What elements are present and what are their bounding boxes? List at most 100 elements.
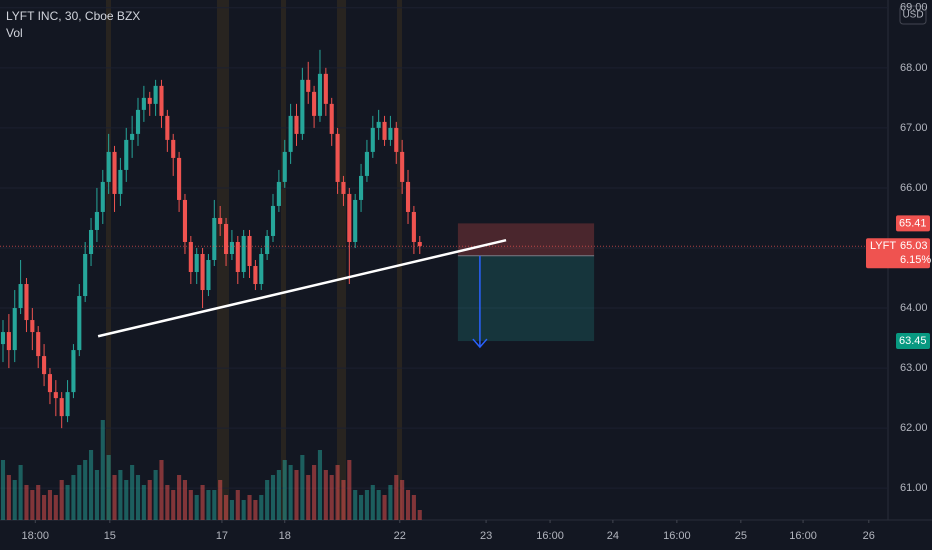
x-tick-label: 24 xyxy=(607,530,619,542)
candle-body xyxy=(223,223,229,254)
candle-body xyxy=(253,266,258,285)
volume-bar xyxy=(347,460,352,520)
volume-bar xyxy=(282,460,287,520)
candle-body xyxy=(288,115,293,152)
candle-body xyxy=(188,241,193,273)
volume-bar xyxy=(0,460,6,520)
candle-body xyxy=(259,253,264,285)
candle-body xyxy=(12,308,17,351)
volume-bar xyxy=(270,475,276,520)
candle-body xyxy=(18,284,23,309)
volume-bar xyxy=(42,495,47,520)
x-tick-label: 15 xyxy=(104,530,116,542)
y-tick-label: 61.00 xyxy=(900,482,928,494)
volume-bar xyxy=(106,455,111,520)
volume-bar xyxy=(323,470,328,520)
volume-bar xyxy=(65,485,70,520)
volume-bar xyxy=(388,485,393,520)
candle-body xyxy=(323,73,328,104)
candle-body xyxy=(177,157,182,200)
volume-bar xyxy=(182,480,188,520)
volume-bar xyxy=(36,485,41,520)
candle-body xyxy=(106,151,111,182)
volume-bar xyxy=(382,495,387,520)
candle-body xyxy=(182,199,188,242)
candle-body xyxy=(65,392,70,417)
volume-bar xyxy=(159,460,164,520)
change-label: 6.15% xyxy=(900,254,931,266)
volume-bar xyxy=(229,500,234,520)
volume-bar xyxy=(30,490,35,520)
candle-body xyxy=(364,151,369,176)
price-tag xyxy=(896,215,930,232)
volume-bar xyxy=(317,450,323,520)
session-bands xyxy=(106,0,402,520)
volume-bar xyxy=(206,490,211,520)
candle-body xyxy=(112,151,117,194)
x-tick-label: 18 xyxy=(279,530,291,542)
volume-bar xyxy=(417,510,422,520)
candle-body xyxy=(329,103,334,134)
y-tick-label: 64.00 xyxy=(900,302,928,314)
volume-bar xyxy=(235,490,240,520)
session-band xyxy=(106,0,111,520)
candle-body xyxy=(382,121,387,140)
candle-body xyxy=(370,127,375,152)
candle-body xyxy=(83,253,88,297)
volume-label: Vol xyxy=(6,26,23,40)
candle-body xyxy=(212,217,217,260)
currency[interactable]: USD xyxy=(902,10,923,21)
volume-bar xyxy=(411,495,416,520)
volume-bar xyxy=(177,475,182,520)
candle-body xyxy=(376,121,381,128)
candle-body xyxy=(88,229,94,254)
volume-bar xyxy=(200,485,205,520)
volume-bar xyxy=(71,475,76,520)
candle-body xyxy=(400,151,405,182)
candle-body xyxy=(71,350,76,393)
x-tick-label: 23 xyxy=(480,530,492,542)
volume-bar xyxy=(194,495,199,520)
candle-body xyxy=(241,235,246,273)
volume-bar xyxy=(276,470,281,520)
candle-body xyxy=(42,356,47,375)
volume-bar xyxy=(112,475,117,520)
volume-bar xyxy=(259,495,264,520)
candle-body xyxy=(130,133,135,140)
candle-body xyxy=(206,260,211,291)
volume-bar xyxy=(47,490,53,520)
candle-body xyxy=(6,332,11,351)
target-zone xyxy=(457,255,595,342)
candle-body xyxy=(141,97,146,110)
candle-body xyxy=(147,97,152,104)
volume-bar xyxy=(353,490,358,520)
candle-body xyxy=(306,79,311,92)
volume-bar xyxy=(94,470,99,520)
candle-body xyxy=(388,127,393,140)
candle-body xyxy=(359,175,364,200)
candle-body xyxy=(47,374,53,393)
candle-body xyxy=(30,320,35,333)
volume-bar xyxy=(341,480,346,520)
volume-bar xyxy=(223,495,229,520)
volume-bar xyxy=(218,480,223,520)
volume-bar xyxy=(306,475,311,520)
x-tick-label: 17 xyxy=(216,530,228,542)
candle-body xyxy=(36,332,41,357)
symbol-label: LYFT xyxy=(870,240,896,252)
candle-body xyxy=(405,181,411,212)
y-tick-label: 62.00 xyxy=(900,422,928,434)
candle-body xyxy=(411,211,416,242)
y-tick-label: 69.00 xyxy=(900,2,928,14)
candle-body xyxy=(171,139,176,158)
candle-body xyxy=(282,151,287,182)
volume-bar xyxy=(294,470,299,520)
currency-box[interactable] xyxy=(899,5,927,25)
candle-body xyxy=(394,127,399,152)
candle-body xyxy=(417,241,422,247)
stop-zone xyxy=(457,223,595,256)
volume-bar xyxy=(53,495,58,520)
candle-body xyxy=(59,398,64,417)
trendline xyxy=(97,238,507,338)
